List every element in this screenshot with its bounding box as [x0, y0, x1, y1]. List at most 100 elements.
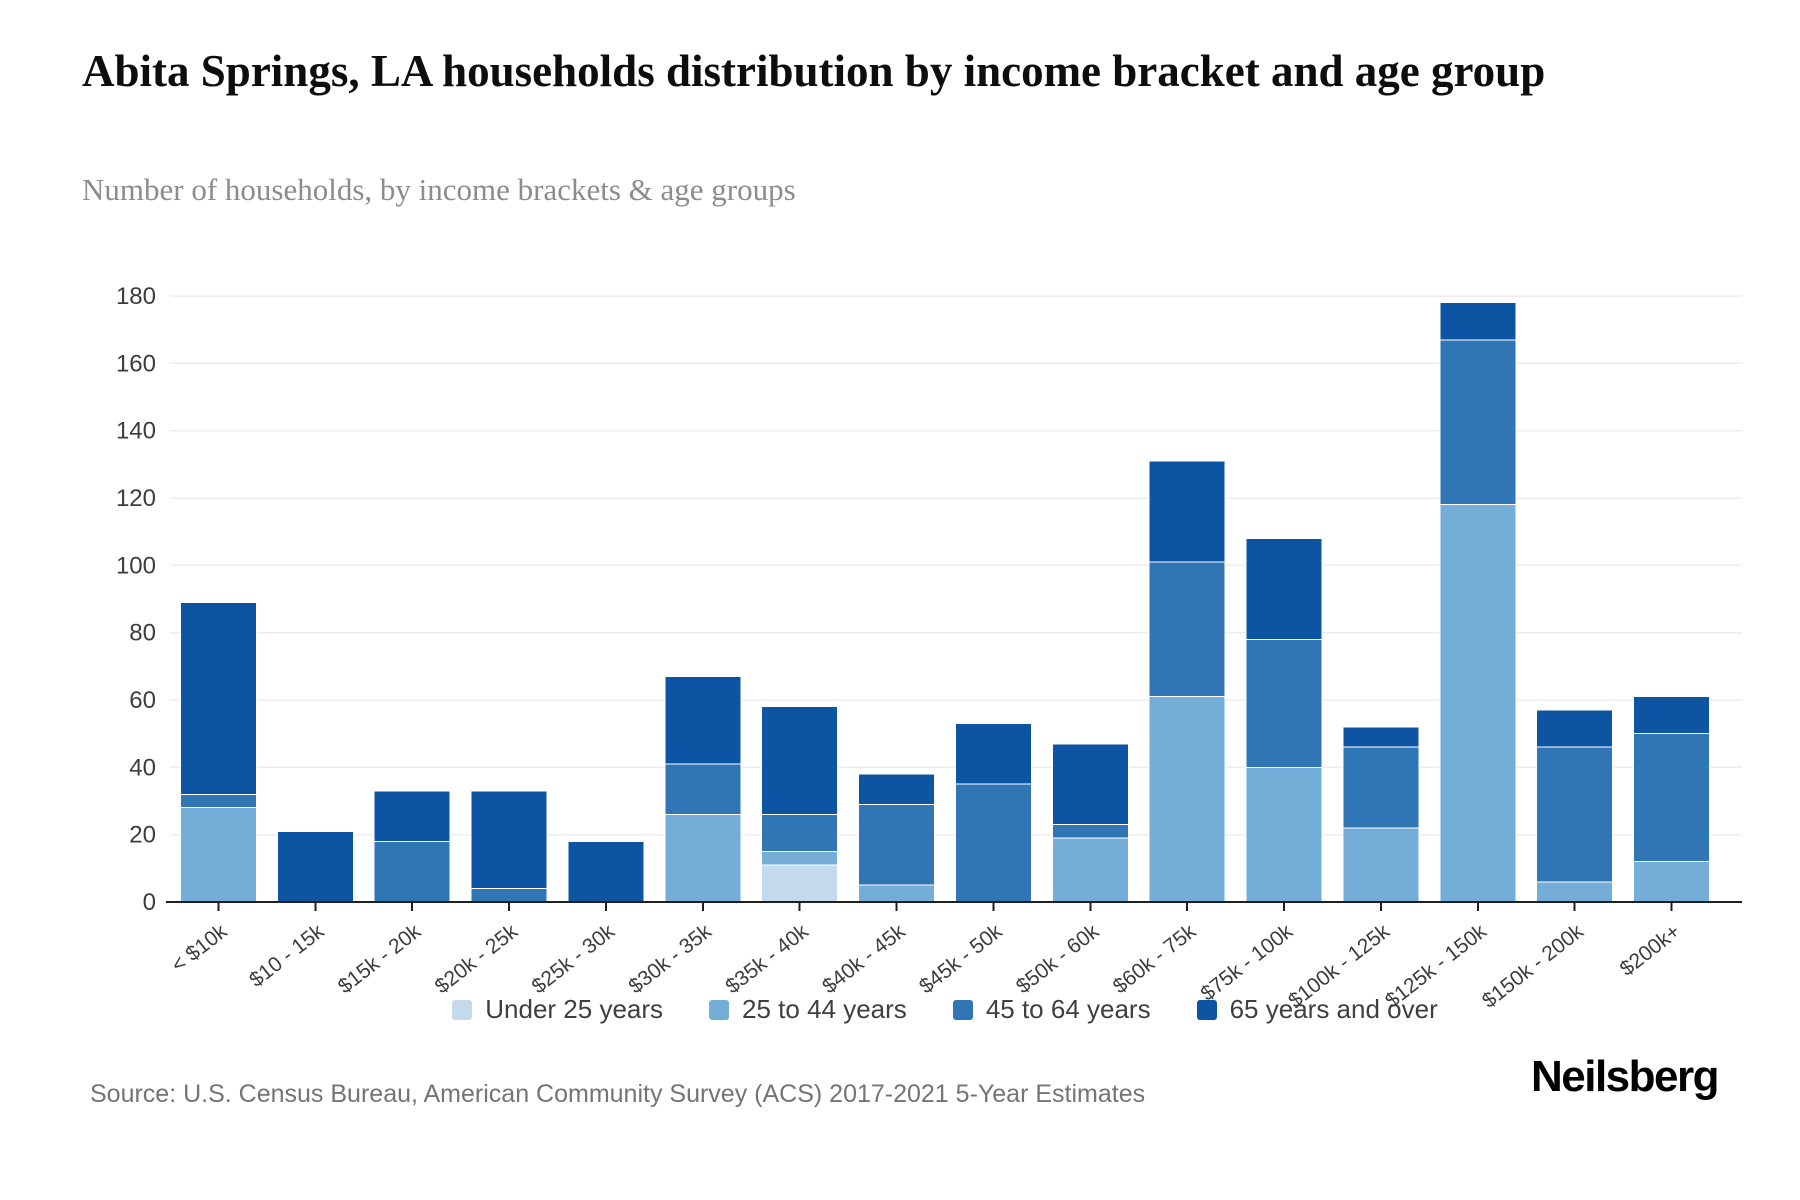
bar-segment[interactable] [761, 706, 839, 815]
y-tick-label: 180 [116, 283, 156, 310]
bar-segment[interactable] [858, 773, 936, 805]
legend-swatch-icon [1196, 999, 1217, 1020]
bar-segment[interactable] [373, 790, 451, 842]
bar-$75k - 100k [1245, 537, 1323, 903]
bar-segment[interactable] [276, 830, 354, 903]
x-tick-label: $40k - 45k [818, 920, 910, 999]
bar-segment[interactable] [1633, 696, 1711, 735]
legend-item-65-and-over[interactable]: 65 years and over [1196, 994, 1438, 1025]
bar-$150k - 200k [1536, 709, 1614, 903]
bar-segment[interactable] [470, 888, 548, 903]
bar-segment[interactable] [1342, 726, 1420, 748]
x-tick-label: $30k - 35k [624, 920, 716, 999]
y-tick-label: 140 [116, 418, 156, 445]
bar-segment[interactable] [664, 763, 742, 815]
bar-< $10k [179, 601, 257, 903]
bar-$60k - 75k [1148, 460, 1226, 903]
bar-segment[interactable] [1536, 881, 1614, 903]
chart-subtitle: Number of households, by income brackets… [82, 172, 796, 207]
legend-item-25-to-44[interactable]: 25 to 44 years [709, 994, 907, 1025]
bar-segment[interactable] [567, 840, 645, 903]
bar-$100k - 125k [1342, 726, 1420, 903]
bar-segment[interactable] [858, 884, 936, 903]
bar-segment[interactable] [179, 793, 257, 809]
bar-segment[interactable] [761, 851, 839, 866]
bar-segment[interactable] [1439, 302, 1517, 341]
x-tick-label: $10 - 15k [245, 920, 329, 992]
bar-segment[interactable] [954, 723, 1032, 785]
x-tick-label: $45k - 50k [915, 920, 1007, 999]
x-tick-label: $50k - 60k [1012, 920, 1104, 999]
y-tick-label: 100 [116, 552, 156, 579]
x-tick-label: $20k - 25k [431, 920, 523, 999]
bar-segment[interactable] [179, 807, 257, 903]
source-attribution: Source: U.S. Census Bureau, American Com… [90, 1080, 1146, 1108]
bar-segment[interactable] [664, 675, 742, 765]
bar-segment[interactable] [1148, 696, 1226, 903]
bar-segment[interactable] [761, 813, 839, 853]
legend-label: 65 years and over [1229, 994, 1438, 1024]
bar-segment[interactable] [761, 864, 839, 903]
x-tick-label: $25k - 30k [528, 920, 620, 999]
bar-$25k - 30k [567, 840, 645, 903]
legend-label: 45 to 64 years [985, 994, 1151, 1024]
neilsberg-logo: Neilsberg [1530, 1052, 1720, 1101]
y-tick-label: 20 [129, 822, 156, 849]
bar-$45k - 50k [954, 723, 1032, 903]
legend-item-under-25[interactable]: Under 25 years [452, 994, 663, 1025]
bar-segment[interactable] [954, 783, 1032, 903]
y-tick-label: 120 [116, 485, 156, 512]
bars [179, 302, 1711, 903]
chart-title: Abita Springs, LA households distributio… [82, 46, 1546, 96]
bar-$15k - 20k [373, 790, 451, 903]
y-axis-labels: 0 20 40 60 80 100 120 140 160 180 [116, 283, 156, 916]
y-tick-label: 60 [129, 687, 156, 714]
x-tick-label: < $10k [167, 920, 232, 978]
bar-segment[interactable] [1633, 861, 1711, 903]
x-tick-label: $15k - 20k [334, 920, 426, 999]
bar-segment[interactable] [1439, 504, 1517, 903]
x-tick-label: $35k - 40k [721, 920, 813, 999]
bar-segment[interactable] [1051, 824, 1129, 839]
x-tick-label: $75k - 100k [1196, 920, 1297, 1006]
bar-segment[interactable] [1245, 766, 1323, 903]
bar-segment[interactable] [1245, 537, 1323, 640]
bar-segment[interactable] [1342, 827, 1420, 903]
bar-segment[interactable] [1051, 743, 1129, 826]
bar-$125k - 150k [1439, 302, 1517, 903]
bar-segment[interactable] [664, 813, 742, 903]
x-tick-label: $200k+ [1616, 920, 1685, 981]
bar-segment[interactable] [1148, 460, 1226, 563]
legend-label: 25 to 44 years [742, 994, 907, 1024]
bar-segment[interactable] [1148, 561, 1226, 698]
bar-segment[interactable] [1633, 733, 1711, 863]
x-tick-label: $60k - 75k [1109, 920, 1201, 999]
bar-$40k - 45k [858, 773, 936, 903]
legend-swatch-icon [452, 999, 473, 1020]
legend-swatch-icon [952, 999, 973, 1020]
bar-segment[interactable] [858, 803, 936, 886]
bar-$30k - 35k [664, 675, 742, 903]
y-tick-label: 160 [116, 350, 156, 377]
legend-item-45-to-64[interactable]: 45 to 64 years [952, 994, 1151, 1025]
y-tick-label: 0 [143, 889, 156, 916]
y-tick-label: 40 [129, 754, 156, 781]
bar-$20k - 25k [470, 790, 548, 903]
bar-$200k+ [1633, 696, 1711, 903]
bar-segment[interactable] [1245, 638, 1323, 768]
bar-$50k - 60k [1051, 743, 1129, 903]
bar-segment[interactable] [1536, 746, 1614, 883]
chart-legend: Under 25 years 25 to 44 years 45 to 64 y… [170, 994, 1720, 1025]
legend-swatch-icon [709, 999, 730, 1020]
bar-segment[interactable] [1051, 837, 1129, 903]
bar-segment[interactable] [1342, 746, 1420, 829]
legend-label: Under 25 years [485, 994, 664, 1024]
bar-segment[interactable] [1536, 709, 1614, 748]
bar-segment[interactable] [470, 790, 548, 890]
bar-segment[interactable] [1439, 339, 1517, 506]
bar-$10 - 15k [276, 830, 354, 903]
bar-segment[interactable] [179, 601, 257, 795]
bar-segment[interactable] [373, 840, 451, 903]
